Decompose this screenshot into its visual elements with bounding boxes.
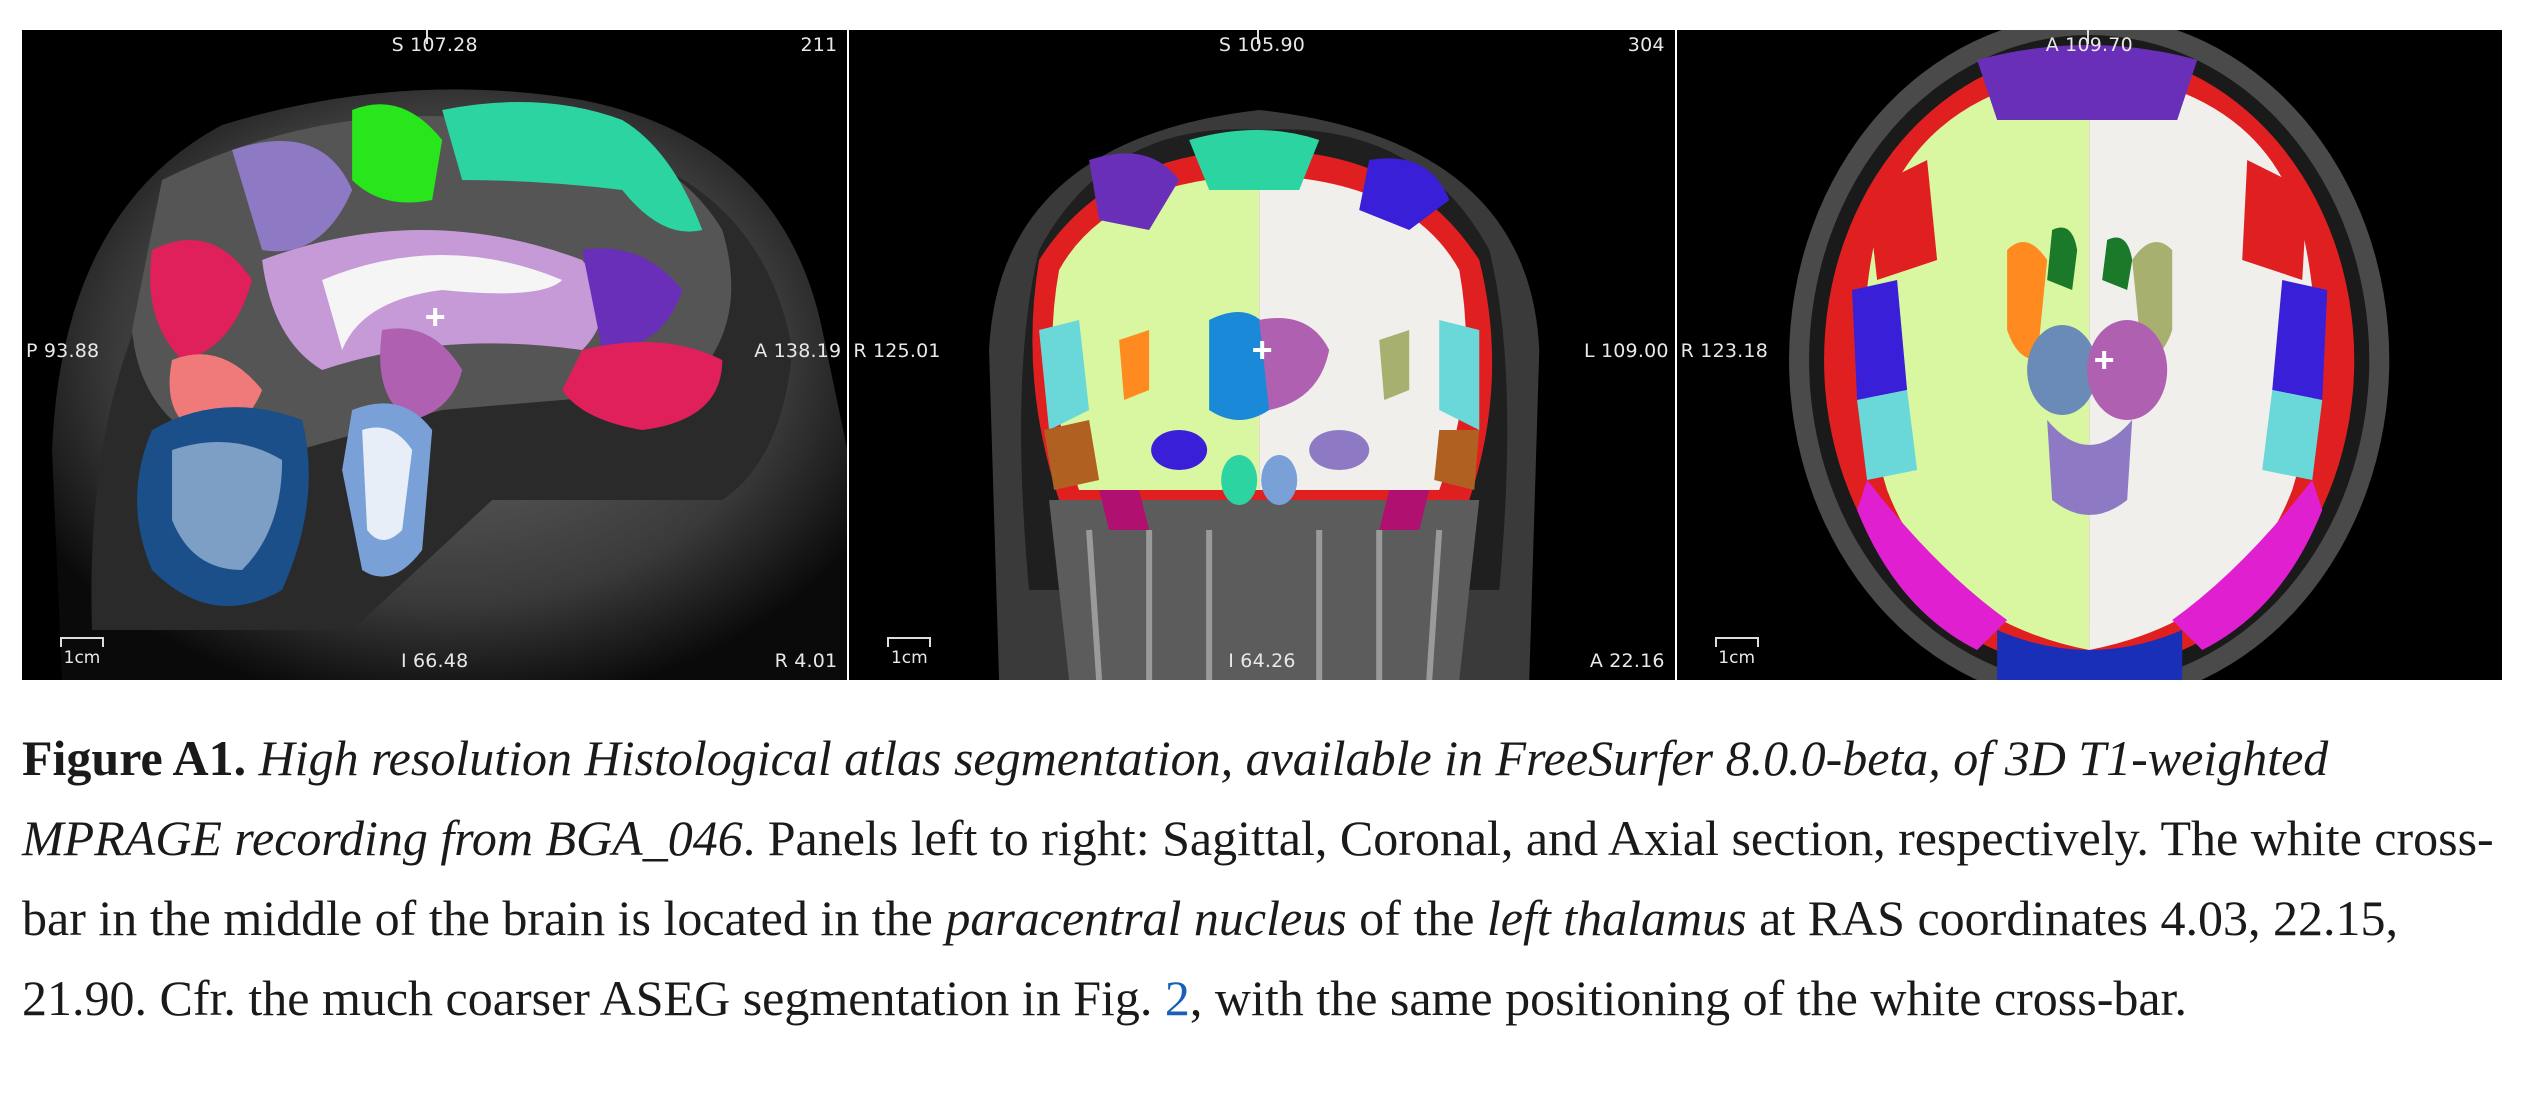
coronal-top-coordinate: S 105.90: [1218, 34, 1306, 56]
scale-bar: 1cm: [1714, 637, 1759, 668]
coronal-panel: S 105.90 304 R 125.01 L 109.00 I 64.26 A…: [849, 30, 1675, 680]
caption-text-3: at RAS coordinates 4.03, 22.15, 21.90. C…: [22, 890, 2398, 1026]
crosshair-top-tick: [426, 30, 428, 44]
caption-text-4: , with the same positioning of the white…: [1189, 970, 2187, 1026]
scale-bar-label: 1cm: [890, 648, 928, 668]
sagittal-bottom-right-coordinate: R 4.01: [774, 650, 838, 672]
axial-top-coordinate: A 109.70: [2045, 34, 2133, 56]
sagittal-slice-number: 211: [800, 34, 838, 56]
crosshair-top-tick: [2086, 30, 2089, 44]
sagittal-left-coordinate: P 93.88: [26, 340, 100, 362]
sagittal-bottom-coordinate: I 66.48: [400, 650, 469, 672]
coronal-bottom-coordinate: I 64.26: [1228, 650, 1296, 672]
scale-bar-label: 1cm: [63, 648, 101, 668]
axial-left-coordinate: R 123.18: [1680, 340, 1768, 362]
scale-bar: 1cm: [887, 637, 932, 668]
figure-label: Figure A1.: [22, 730, 247, 786]
caption-text-1: . Panels left to right: Sagittal, Corona…: [22, 810, 2494, 946]
axial-brain-image: [1788, 30, 2389, 680]
caption-italic-lead: High resolution Histological atlas segme…: [22, 730, 2329, 866]
coronal-slice-number: 304: [1627, 34, 1665, 56]
sagittal-top-coordinate: S 107.28: [391, 34, 478, 56]
sagittal-right-coordinate: A 138.19: [754, 340, 842, 362]
figure-2-link[interactable]: 2: [1164, 970, 1190, 1026]
figure-caption: Figure A1. High resolution Histological …: [22, 718, 2502, 1038]
sagittal-brain-image: [52, 89, 848, 680]
sagittal-panel: S 107.28 211 P 93.88 A 138.19 I 66.48 R …: [22, 30, 848, 680]
crosshair-top-tick: [1257, 30, 1260, 44]
mri-figure: S 107.28 211 P 93.88 A 138.19 I 66.48 R …: [22, 30, 2502, 680]
coronal-bottom-right-coordinate: A 22.16: [1589, 650, 1665, 672]
scale-bar: 1cm: [60, 637, 104, 668]
caption-italic-thalamus: left thalamus: [1486, 890, 1747, 946]
caption-italic-nucleus: paracentral nucleus: [945, 890, 1347, 946]
scale-bar-label: 1cm: [1718, 648, 1756, 668]
caption-text-2: of the: [1346, 890, 1487, 946]
axial-panel: A 109.70 R 123.18 1cm: [1676, 30, 2502, 680]
coronal-brain-image: [989, 110, 1540, 680]
coronal-left-coordinate: R 125.01: [853, 340, 941, 362]
coronal-right-coordinate: L 109.00: [1583, 340, 1669, 362]
